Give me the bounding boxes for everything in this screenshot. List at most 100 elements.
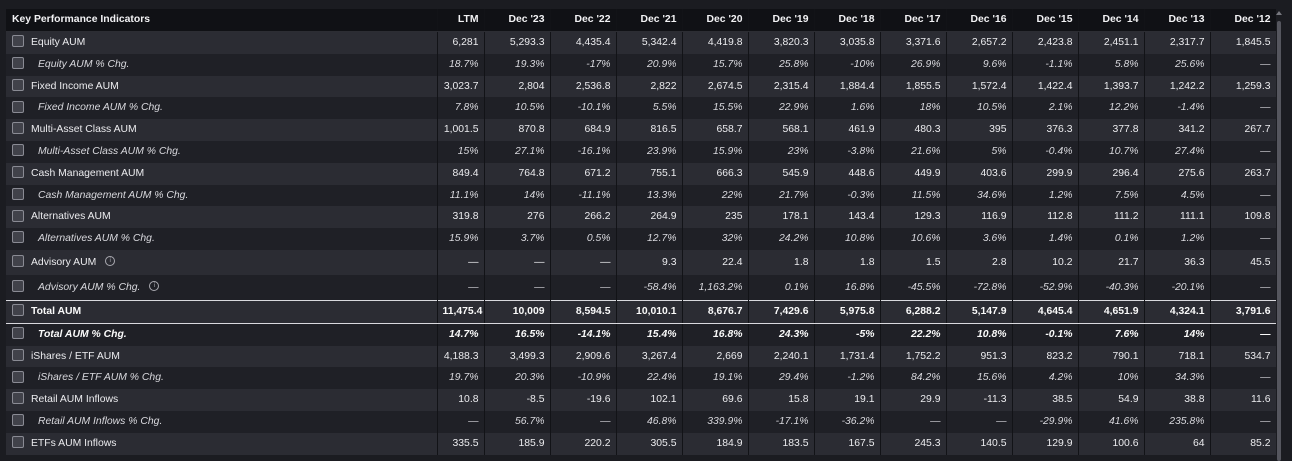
value-cell: 1,001.5 <box>437 119 485 141</box>
checkbox-icon[interactable] <box>12 78 24 91</box>
value-cell: 0.1% <box>1078 228 1145 250</box>
checkbox-icon[interactable] <box>12 144 24 157</box>
value-cell: 18.7% <box>437 53 485 76</box>
value-cell: — <box>1210 323 1276 346</box>
info-icon[interactable]: i <box>149 281 160 292</box>
value-cell: -10% <box>814 53 881 76</box>
value-cell: 0.1% <box>748 274 815 301</box>
value-cell: -1.4% <box>1144 97 1211 120</box>
value-cell: 3,820.3 <box>748 31 815 54</box>
value-cell: 22.2% <box>880 323 947 346</box>
value-cell: 2,804 <box>484 75 551 98</box>
column-header[interactable]: Dec '16 <box>946 9 1013 32</box>
value-cell: 1.4% <box>1012 228 1079 250</box>
checkbox-icon[interactable] <box>12 370 24 383</box>
value-cell: 10.8 <box>437 389 485 411</box>
table-title[interactable]: Key Performance Indicators <box>6 9 438 32</box>
value-cell: — <box>437 274 485 301</box>
value-cell: 19.3% <box>484 53 551 76</box>
value-cell: — <box>1210 97 1276 120</box>
value-cell: 3,499.3 <box>484 345 551 368</box>
value-cell: 27.1% <box>484 140 551 163</box>
value-cell: 9.6% <box>946 53 1013 76</box>
value-cell: 1,572.4 <box>946 75 1013 98</box>
column-header[interactable]: LTM <box>437 9 485 32</box>
info-icon[interactable]: i <box>105 256 116 267</box>
row-label: Alternatives AUM <box>31 211 111 223</box>
checkbox-icon[interactable] <box>12 122 24 135</box>
value-cell: 5,342.4 <box>616 31 683 54</box>
value-cell: 56.7% <box>484 410 551 433</box>
column-header[interactable]: Dec '12 <box>1210 9 1276 32</box>
value-cell: 6,288.2 <box>880 299 947 324</box>
checkbox-icon[interactable] <box>12 280 24 293</box>
value-cell: 3,267.4 <box>616 345 683 368</box>
value-cell: 100.6 <box>1078 432 1145 455</box>
checkbox-icon[interactable] <box>12 392 24 405</box>
checkbox-icon[interactable] <box>12 166 24 179</box>
value-cell: -52.9% <box>1012 274 1079 301</box>
value-cell: 16.8% <box>682 323 749 346</box>
value-cell: 403.6 <box>946 162 1013 185</box>
value-cell: 5.8% <box>1078 53 1145 76</box>
checkbox-icon[interactable] <box>12 255 24 268</box>
value-cell: 449.9 <box>880 162 947 185</box>
row-label: Multi-Asset Class AUM % Chg. <box>38 145 181 157</box>
vertical-scrollbar[interactable] <box>1276 9 1282 461</box>
value-cell: — <box>946 410 1013 433</box>
checkbox-icon[interactable] <box>12 414 24 427</box>
row-label: Fixed Income AUM <box>31 80 119 92</box>
column-header[interactable]: Dec '23 <box>484 9 551 32</box>
row-label-cell: iShares / ETF AUM % Chg. <box>6 367 438 390</box>
row-label: Retail AUM Inflows <box>31 394 119 406</box>
value-cell: 377.8 <box>1078 119 1145 141</box>
value-cell: 275.6 <box>1144 162 1211 185</box>
value-cell: -14.1% <box>550 323 617 346</box>
value-cell: 2,423.8 <box>1012 31 1079 54</box>
value-cell: 335.5 <box>437 432 485 455</box>
scrollbar-thumb[interactable] <box>1277 21 1281 461</box>
checkbox-icon[interactable] <box>12 100 24 113</box>
row-label-cell: Multi-Asset Class AUM <box>6 119 438 141</box>
scroll-up-icon[interactable] <box>1276 11 1282 15</box>
column-header[interactable]: Dec '22 <box>550 9 617 32</box>
table-row: Equity AUM 6,281 5,293.3 4,435.4 5,342.4 4,41… <box>6 31 1276 54</box>
checkbox-icon[interactable] <box>12 348 24 361</box>
column-header[interactable]: Dec '14 <box>1078 9 1145 32</box>
value-cell: 1,845.5 <box>1210 31 1276 54</box>
checkbox-icon[interactable] <box>12 231 24 244</box>
value-cell: 1.6% <box>814 97 881 120</box>
value-cell: 24.2% <box>748 228 815 250</box>
column-header[interactable]: Dec '17 <box>880 9 947 32</box>
value-cell: 69.6 <box>682 389 749 411</box>
table-row-pct-change: Equity AUM % Chg. 18.7% 19.3% -17% 20.9% 15.7… <box>6 53 1276 76</box>
column-header[interactable]: Dec '13 <box>1144 9 1211 32</box>
column-header[interactable]: Dec '18 <box>814 9 881 32</box>
column-header[interactable]: Dec '20 <box>682 9 749 32</box>
value-cell: 319.8 <box>437 206 485 229</box>
table-row-pct-change: Total AUM % Chg. 14.7% 16.5% -14.1% 15.4% 16.… <box>6 323 1276 346</box>
checkbox-icon[interactable] <box>12 57 24 70</box>
value-cell: 15.4% <box>616 323 683 346</box>
column-header[interactable]: Dec '15 <box>1012 9 1079 32</box>
checkbox-icon[interactable] <box>12 35 24 48</box>
checkbox-icon[interactable] <box>12 209 24 222</box>
value-cell: 395 <box>946 119 1013 141</box>
checkbox-icon[interactable] <box>12 327 24 340</box>
value-cell: 5% <box>946 140 1013 163</box>
column-header[interactable]: Dec '21 <box>616 9 683 32</box>
value-cell: 1,884.4 <box>814 75 881 98</box>
column-header[interactable]: Dec '19 <box>748 9 815 32</box>
value-cell: 15.9% <box>682 140 749 163</box>
row-label-cell: Advisory AUM i <box>6 249 438 275</box>
checkbox-icon[interactable] <box>12 304 24 317</box>
checkbox-icon[interactable] <box>12 436 24 448</box>
value-cell: 1.2% <box>1012 184 1079 207</box>
value-cell: 658.7 <box>682 119 749 141</box>
value-cell: — <box>1210 184 1276 207</box>
checkbox-icon[interactable] <box>12 187 24 200</box>
value-cell: 267.7 <box>1210 119 1276 141</box>
value-cell: 13.3% <box>616 184 683 207</box>
value-cell: 684.9 <box>550 119 617 141</box>
value-cell: 10.8% <box>814 228 881 250</box>
